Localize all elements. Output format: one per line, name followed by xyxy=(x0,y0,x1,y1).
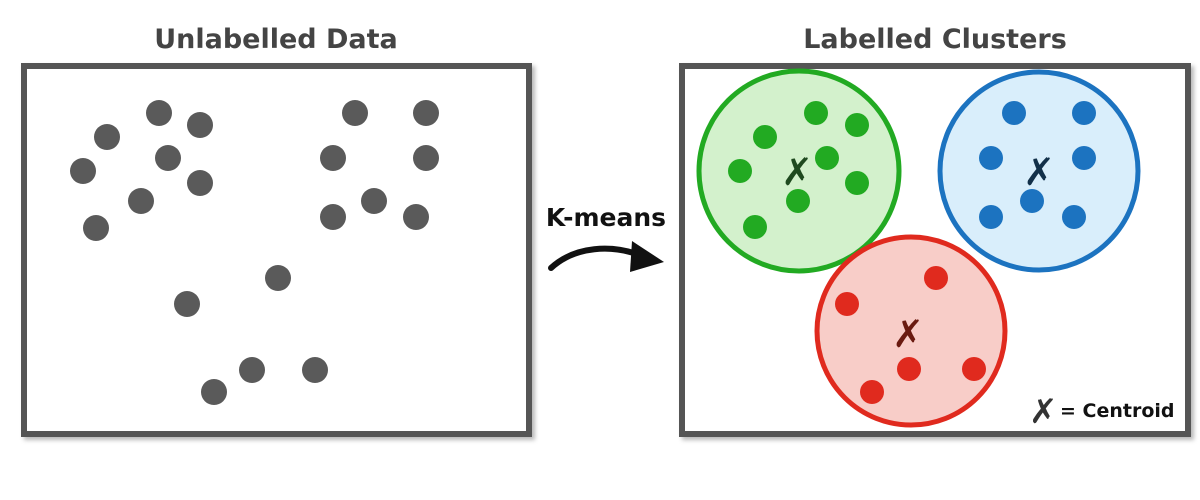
data-point xyxy=(187,170,213,196)
x-cross-icon: ✗ xyxy=(1029,392,1058,432)
blue-cluster: ✗ xyxy=(937,69,1141,273)
data-point xyxy=(302,357,328,383)
blue-centroid-icon: ✗ xyxy=(1023,150,1055,194)
blue-point xyxy=(1062,205,1086,229)
data-point xyxy=(70,158,96,184)
data-point xyxy=(128,188,154,214)
data-point xyxy=(342,100,368,126)
data-point xyxy=(403,204,429,230)
green-point xyxy=(804,101,828,125)
legend-label: = Centroid xyxy=(1060,400,1175,422)
red-point xyxy=(835,292,859,316)
blue-point xyxy=(1020,189,1044,213)
blue-point xyxy=(1072,101,1096,125)
red-centroid-icon: ✗ xyxy=(892,312,924,356)
arrowhead-icon xyxy=(630,241,664,272)
green-point xyxy=(753,125,777,149)
data-point xyxy=(413,100,439,126)
green-point xyxy=(845,171,869,195)
data-point xyxy=(361,188,387,214)
green-cluster: ✗ xyxy=(696,68,902,274)
data-point xyxy=(174,291,200,317)
data-point xyxy=(94,124,120,150)
data-point xyxy=(320,204,346,230)
green-centroid-icon: ✗ xyxy=(781,150,813,194)
unlabelled-data-frame xyxy=(21,63,532,437)
green-point xyxy=(786,189,810,213)
data-point xyxy=(201,379,227,405)
blue-point xyxy=(1072,146,1096,170)
red-point xyxy=(860,380,884,404)
data-point xyxy=(413,145,439,171)
kmeans-label: K-means xyxy=(546,203,666,232)
green-point xyxy=(743,215,767,239)
red-point xyxy=(897,357,921,381)
data-point xyxy=(265,265,291,291)
red-cluster-boundary xyxy=(814,234,1008,428)
blue-point xyxy=(979,205,1003,229)
arrow-icon xyxy=(548,245,645,271)
green-point xyxy=(728,159,752,183)
red-cluster: ✗ xyxy=(814,234,1008,428)
data-point xyxy=(155,145,181,171)
unlabelled-points xyxy=(70,100,439,405)
data-point xyxy=(187,112,213,138)
blue-point xyxy=(1002,101,1026,125)
blue-point xyxy=(979,146,1003,170)
red-point xyxy=(924,266,948,290)
data-point xyxy=(320,145,346,171)
red-point xyxy=(962,357,986,381)
data-point xyxy=(146,100,172,126)
right-panel-title: Labelled Clusters xyxy=(803,24,1067,55)
legend: ✗ = Centroid xyxy=(1029,392,1175,432)
left-panel-title: Unlabelled Data xyxy=(154,24,398,55)
data-point xyxy=(239,357,265,383)
green-point xyxy=(845,113,869,137)
data-point xyxy=(83,215,109,241)
green-point xyxy=(815,146,839,170)
